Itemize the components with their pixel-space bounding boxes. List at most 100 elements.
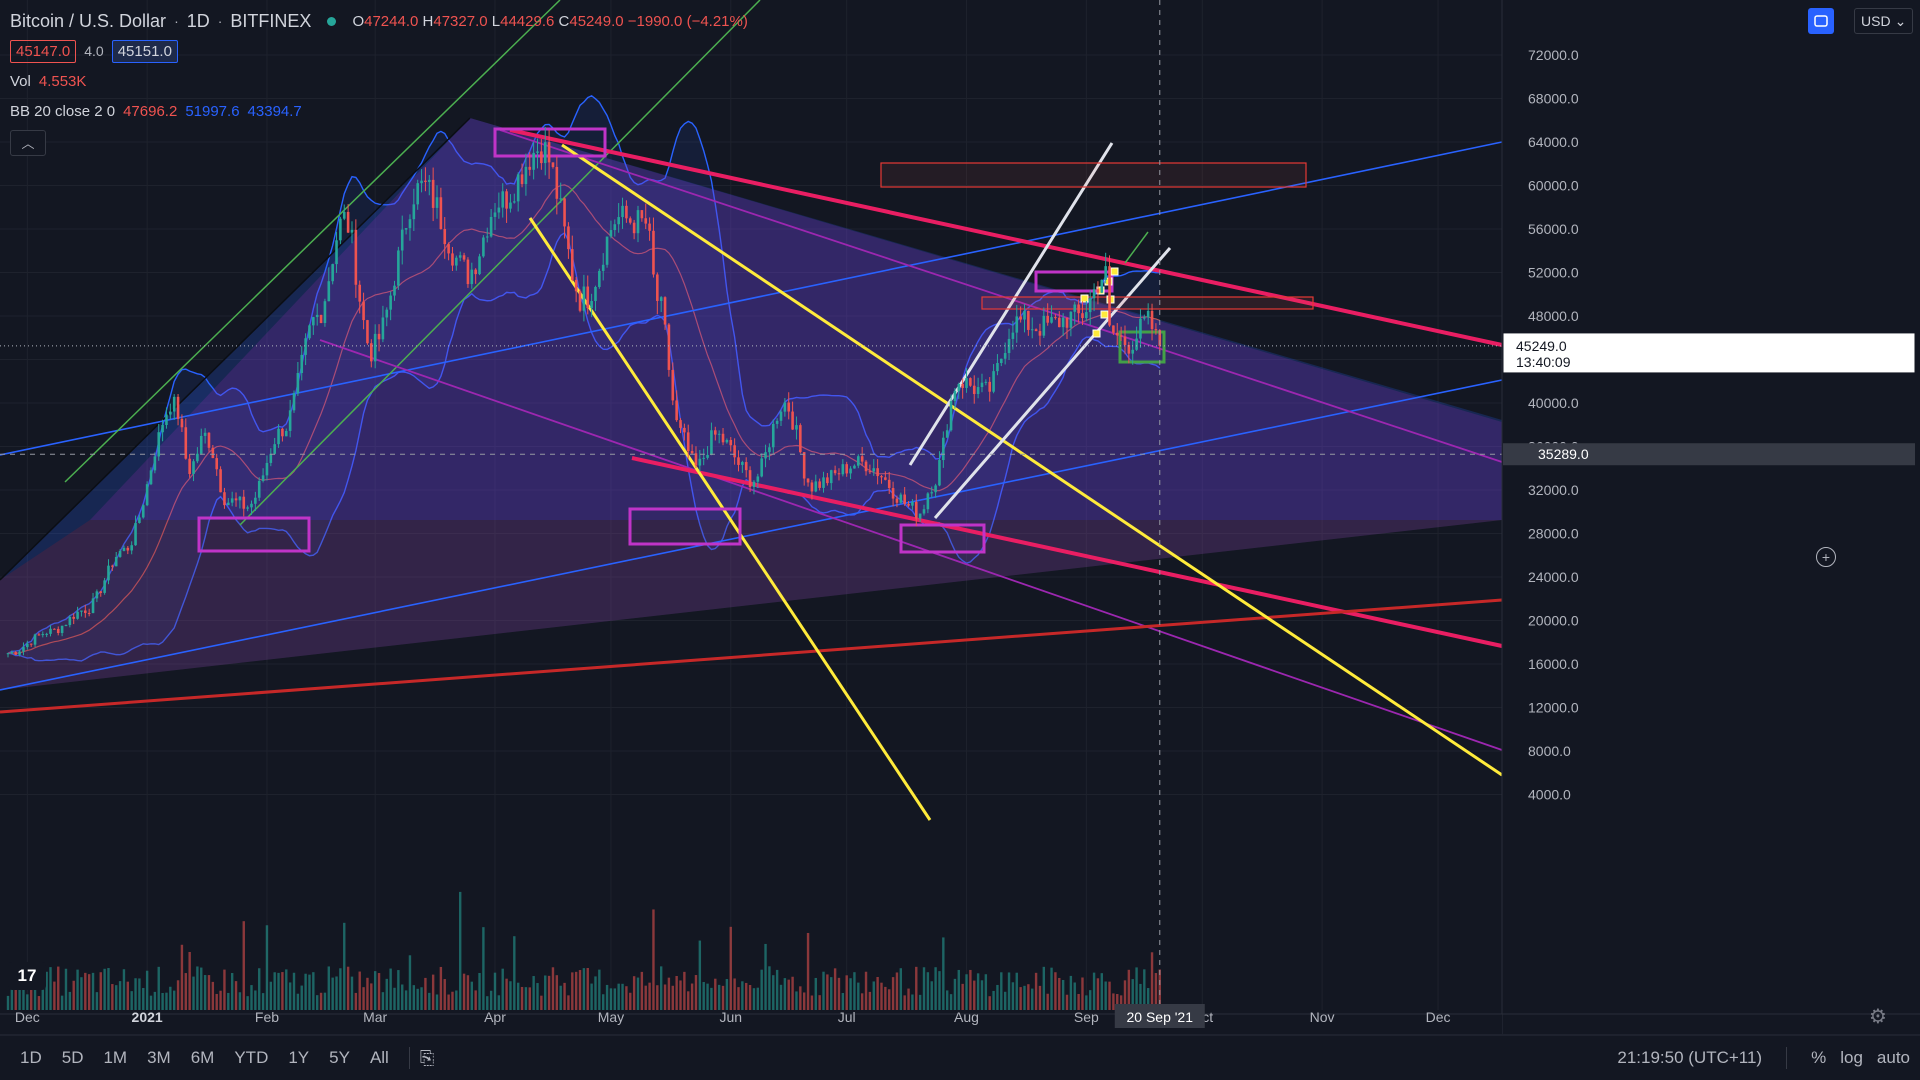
log-toggle[interactable]: log	[1840, 1048, 1863, 1067]
clock-label[interactable]: 21:19:50 (UTC+11)	[1617, 1048, 1763, 1067]
range-ytd[interactable]: YTD	[234, 1048, 269, 1067]
volume-bar	[99, 972, 102, 1010]
triangle-edge	[0, 117, 471, 581]
candle-body	[741, 462, 744, 465]
price-tick-label: 60000.0	[1528, 178, 1579, 194]
volume-bar	[211, 981, 215, 1010]
volume-bar	[756, 987, 760, 1010]
candle-body	[393, 285, 396, 296]
volume-bar	[671, 985, 674, 1010]
volume-legend[interactable]: Vol 4.553K	[10, 70, 748, 92]
candle-body	[822, 477, 825, 488]
range-1y[interactable]: 1Y	[288, 1048, 310, 1067]
candle-body	[76, 611, 79, 619]
range-5y[interactable]: 5Y	[329, 1048, 350, 1067]
candle-body	[385, 309, 389, 318]
sell-price-button[interactable]: 45147.0	[10, 39, 77, 63]
candle-body	[1050, 317, 1053, 323]
candle-body	[976, 387, 980, 395]
yellow-marker	[1080, 294, 1089, 303]
candle-body	[799, 425, 802, 453]
candle-body	[234, 498, 238, 501]
candle-body	[1085, 312, 1088, 319]
time-tick-label: Aug	[954, 1009, 979, 1025]
volume-bar	[787, 979, 790, 1010]
candle-body	[157, 432, 161, 457]
volume-bar	[505, 978, 508, 1010]
candle-body	[126, 547, 130, 551]
range-all[interactable]: All	[369, 1048, 389, 1067]
candle-body	[690, 451, 694, 454]
range-1d[interactable]: 1D	[20, 1048, 42, 1067]
volume-bar	[547, 975, 551, 1010]
volume-bar	[598, 969, 601, 1010]
candle-body	[497, 207, 501, 213]
volume-bar	[590, 983, 593, 1010]
volume-bar	[717, 984, 721, 1010]
price-tick-label: 20000.0	[1528, 613, 1579, 629]
candle-body	[826, 477, 829, 484]
candle-body	[265, 462, 269, 476]
fullscreen-button[interactable]	[1808, 8, 1834, 34]
go-to-date-icon[interactable]: ⎘	[419, 1047, 435, 1068]
candle-body	[122, 547, 126, 551]
candle-body	[914, 501, 918, 519]
candle-body	[953, 390, 957, 402]
candle-body	[87, 612, 91, 614]
candle-body	[988, 381, 992, 392]
currency-select[interactable]: USD ⌄	[1854, 8, 1914, 34]
range-3m[interactable]: 3M	[147, 1048, 171, 1067]
buy-price-button[interactable]: 45151.0	[111, 39, 178, 63]
open-value: 47244.0	[364, 12, 419, 30]
volume-bar	[431, 974, 435, 1010]
collapse-legend-button[interactable]: ︿	[10, 130, 46, 156]
volume-bar	[285, 969, 288, 1010]
volume-bar	[346, 966, 350, 1010]
range-6m[interactable]: 6M	[190, 1048, 215, 1067]
volume-bar	[1038, 985, 1042, 1010]
auto-toggle[interactable]: auto	[1876, 1048, 1910, 1067]
candle-body	[887, 479, 891, 489]
candle-body	[1027, 310, 1030, 330]
candle-body	[965, 378, 968, 388]
volume-bar	[714, 978, 717, 1010]
volume-bar	[296, 993, 300, 1010]
volume-bar	[644, 985, 647, 1010]
candle-body	[992, 371, 995, 392]
candle-body	[516, 174, 520, 202]
bb-label: BB 20 close 2 0	[10, 102, 116, 120]
add-crosshair-icon[interactable]: +	[1816, 547, 1836, 567]
volume-bar	[470, 981, 473, 1010]
bb-legend[interactable]: BB 20 close 2 0 47696.2 51997.6 43394.7	[10, 100, 748, 122]
volume-bar	[161, 992, 164, 1010]
symbol-title[interactable]: Bitcoin / U.S. Dollar	[10, 11, 167, 31]
volume-bar	[493, 972, 497, 1010]
range-1m[interactable]: 1M	[103, 1048, 128, 1067]
volume-bar	[741, 981, 744, 1010]
candle-body	[1065, 317, 1069, 328]
range-5d[interactable]: 5D	[61, 1048, 84, 1067]
volume-bar	[72, 980, 75, 1010]
candle-body	[911, 501, 914, 506]
candle-body	[350, 229, 354, 233]
volume-bar	[640, 971, 644, 1010]
candle-body	[868, 471, 872, 473]
volume-bar	[37, 996, 41, 1010]
volume-bar	[200, 967, 203, 1010]
interval-label[interactable]: 1D	[186, 11, 210, 31]
candle-body	[567, 226, 570, 250]
candle-body	[466, 259, 470, 285]
percent-toggle[interactable]: %	[1811, 1048, 1827, 1067]
candle-body	[663, 297, 667, 325]
candle-body	[1096, 289, 1100, 293]
volume-bar	[312, 972, 315, 1010]
candle-body	[1046, 315, 1049, 323]
gear-icon[interactable]: ⚙	[1869, 1006, 1887, 1028]
volume-bar	[439, 966, 443, 1010]
tradingview-logo-icon[interactable]: 17	[8, 962, 46, 990]
candle-body	[1081, 313, 1084, 319]
candle-body	[95, 591, 99, 599]
volume-bar	[246, 996, 249, 1010]
candle-body	[1023, 310, 1026, 320]
